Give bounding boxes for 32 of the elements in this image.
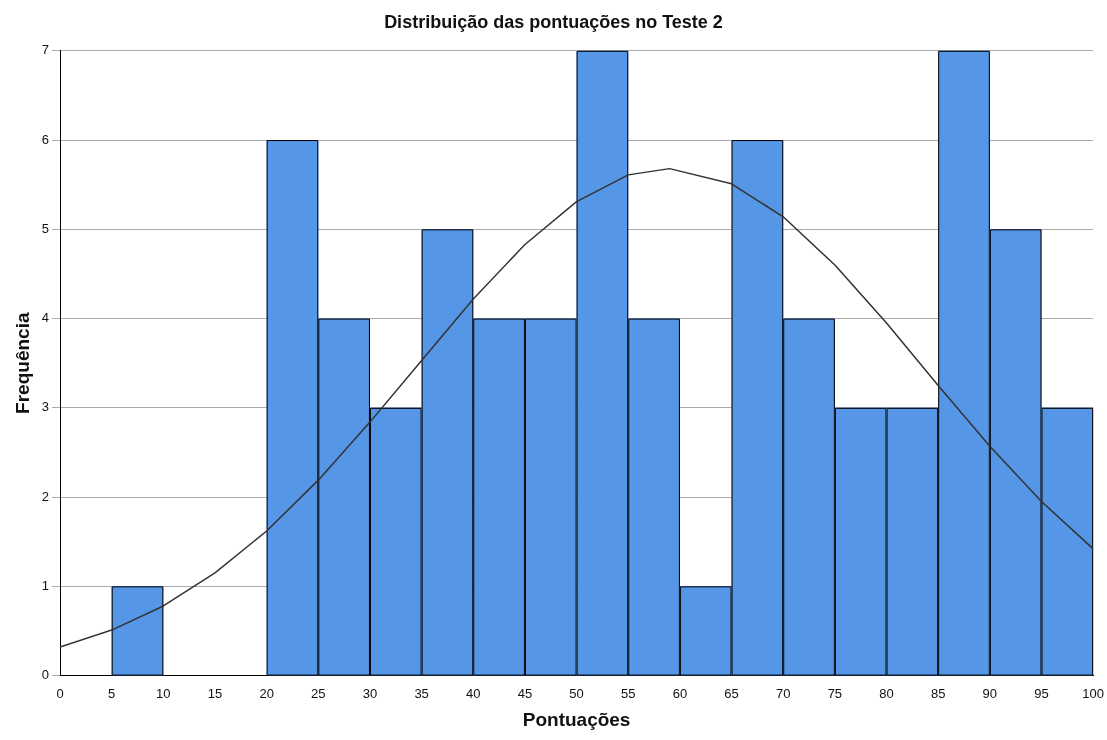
chart-title: Distribuição das pontuações no Teste 2 [383, 12, 724, 33]
x-tick-label: 60 [672, 685, 688, 701]
x-tick-label: 75 [827, 685, 843, 701]
y-tick-label: 5 [41, 220, 50, 236]
x-tick-label: 80 [879, 685, 894, 701]
x-tick-label: 70 [775, 685, 791, 701]
x-tick-label: 15 [207, 685, 223, 701]
x-tick-label: 50 [569, 685, 584, 701]
x-tick-label: 45 [517, 685, 533, 701]
x-tick-label: 5 [108, 685, 116, 701]
x-tick-label: 55 [621, 685, 636, 701]
x-tick-label: 100 [1082, 685, 1105, 701]
x-tick-label: 10 [156, 685, 171, 701]
y-tick-label: 3 [41, 399, 50, 415]
y-axis-title: Frequência [11, 312, 33, 414]
x-tick-label: 20 [259, 685, 274, 701]
y-tick-label: 0 [41, 667, 50, 683]
y-tick-label: 1 [41, 577, 50, 593]
x-tick-label: 90 [982, 685, 998, 701]
x-tick-label: 30 [362, 685, 378, 701]
y-tick-label: 6 [41, 131, 50, 147]
x-tick-label: 25 [311, 685, 326, 701]
y-tick-label: 4 [41, 310, 50, 326]
x-tick-label: 40 [466, 685, 481, 701]
y-tick-label: 7 [41, 42, 50, 58]
x-tick-label: 35 [414, 685, 429, 701]
x-tick-label: 65 [724, 685, 739, 701]
x-tick-label: 95 [1034, 685, 1049, 701]
y-tick-label: 2 [41, 488, 50, 504]
x-axis-title: Pontuações [522, 708, 631, 730]
x-tick-label: 0 [56, 685, 64, 701]
x-tick-label: 85 [930, 685, 946, 701]
